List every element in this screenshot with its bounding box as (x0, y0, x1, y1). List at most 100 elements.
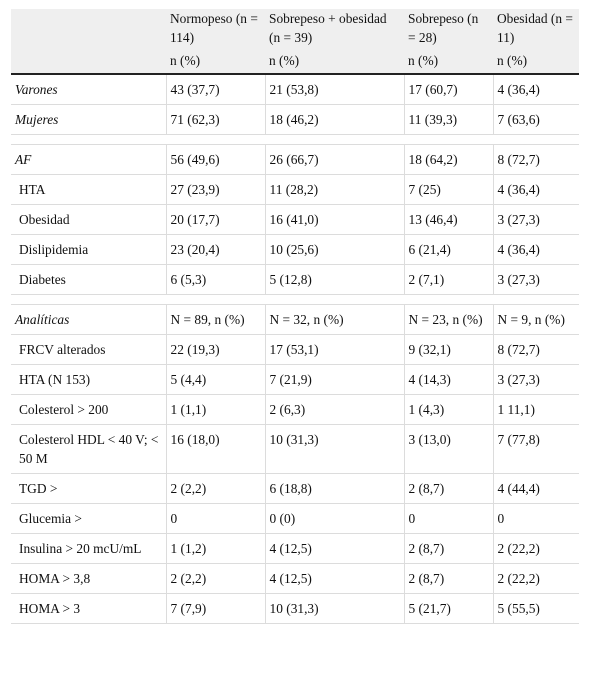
table-cell: 18 (46,2) (264, 104, 404, 135)
table-cell: 4 (14,3) (403, 364, 493, 395)
table-row: TGD > 2 (2,2) 6 (18,8) 2 (8,7) 4 (44,4) (11, 473, 579, 504)
header-row: Normopeso (n = 114) n (%) Sobrepeso + obe… (11, 9, 579, 75)
row-label: HOMA > 3,8 (11, 563, 166, 594)
table-cell: 16 (41,0) (264, 204, 404, 235)
table-cell: 2 (6,3) (264, 394, 404, 425)
table-cell: 10 (31,3) (264, 424, 404, 474)
row-label: Diabetes (11, 264, 166, 295)
table-cell: 11 (39,3) (403, 104, 493, 135)
data-table: Normopeso (n = 114) n (%) Sobrepeso + obe… (11, 9, 579, 624)
row-label: Dislipidemia (11, 234, 166, 265)
table-cell: 0 (492, 503, 579, 534)
row-label: Insulina > 20 mcU/mL (11, 533, 166, 564)
table-cell: 7 (63,6) (492, 104, 579, 135)
table-cell: 3 (27,3) (492, 204, 579, 235)
table-cell: 8 (72,7) (492, 334, 579, 365)
table-cell: 0 (403, 503, 493, 534)
table-cell: 17 (60,7) (403, 74, 493, 105)
table-cell: 2 (8,7) (403, 563, 493, 594)
column-unit: n (%) (497, 53, 528, 68)
table-cell: 7 (7,9) (165, 593, 265, 624)
table-cell: 7 (77,8) (492, 424, 579, 474)
table-cell: 1 11,1) (492, 394, 579, 425)
table-cell: 11 (28,2) (264, 174, 404, 205)
table-cell: 3 (27,3) (492, 264, 579, 295)
table-cell: 23 (20,4) (165, 234, 265, 265)
row-label: Colesterol > 200 (11, 394, 166, 425)
table-row: Obesidad 20 (17,7) 16 (41,0) 13 (46,4) 3… (11, 204, 579, 235)
table-cell: 4 (12,5) (264, 563, 404, 594)
table-row: Glucemia > 0 0 (0) 0 0 (11, 503, 579, 534)
table-row: Colesterol > 200 1 (1,1) 2 (6,3) 1 (4,3)… (11, 394, 579, 425)
column-unit: n (%) (269, 53, 300, 68)
table-cell: N = 9, n (%) (492, 304, 579, 335)
row-label: HTA (N 153) (11, 364, 166, 395)
spacer-row (11, 134, 579, 145)
table-row: HOMA > 3 7 (7,9) 10 (31,3) 5 (21,7) 5 (5… (11, 593, 579, 624)
table-cell: 4 (36,4) (492, 74, 579, 105)
spacer-row (11, 294, 579, 305)
table-cell: 2 (2,2) (165, 563, 265, 594)
table-row: HTA (N 153) 5 (4,4) 7 (21,9) 4 (14,3) 3 … (11, 364, 579, 395)
table-cell: 43 (37,7) (165, 74, 265, 105)
table-cell: 8 (72,7) (492, 144, 579, 175)
table-cell: 2 (22,2) (492, 533, 579, 564)
table-cell: 6 (18,8) (264, 473, 404, 504)
table-cell: 4 (44,4) (492, 473, 579, 504)
table-cell: 0 (0) (264, 503, 404, 534)
table-cell: 1 (1,1) (165, 394, 265, 425)
row-label: FRCV alterados (11, 334, 166, 365)
table-cell: 22 (19,3) (165, 334, 265, 365)
table-cell: N = 23, n (%) (403, 304, 493, 335)
table-row: HOMA > 3,8 2 (2,2) 4 (12,5) 2 (8,7) 2 (2… (11, 563, 579, 594)
table-cell: N = 32, n (%) (264, 304, 404, 335)
header-cell-label (11, 9, 166, 75)
table-cell: 6 (5,3) (165, 264, 265, 295)
table-row: AF 56 (49,6) 26 (66,7) 18 (64,2) 8 (72,7… (11, 144, 579, 175)
table-cell: 56 (49,6) (165, 144, 265, 175)
table-cell: 27 (23,9) (165, 174, 265, 205)
table-row: HTA 27 (23,9) 11 (28,2) 7 (25) 4 (36,4) (11, 174, 579, 205)
table-cell: 13 (46,4) (403, 204, 493, 235)
table-cell: 6 (21,4) (403, 234, 493, 265)
table-row: Analíticas N = 89, n (%) N = 32, n (%) N… (11, 304, 579, 335)
table-cell: 2 (8,7) (403, 533, 493, 564)
row-label: TGD > (11, 473, 166, 504)
row-label: Glucemia > (11, 503, 166, 534)
column-title: Sobrepeso (n = 28) (408, 11, 479, 45)
row-label: Obesidad (11, 204, 166, 235)
table-cell: 5 (55,5) (492, 593, 579, 624)
table-row: Colesterol HDL < 40 V; < 50 M 16 (18,0) … (11, 424, 579, 474)
row-label: HTA (11, 174, 166, 205)
header-cell-normopeso: Normopeso (n = 114) n (%) (166, 9, 265, 75)
table-row: FRCV alterados 22 (19,3) 17 (53,1) 9 (32… (11, 334, 579, 365)
table-cell: 21 (53,8) (264, 74, 404, 105)
table-cell: N = 89, n (%) (165, 304, 265, 335)
table-cell: 4 (36,4) (492, 174, 579, 205)
column-title: Normopeso (n = 114) (170, 11, 258, 45)
row-label: AF (11, 144, 166, 175)
table-cell: 71 (62,3) (165, 104, 265, 135)
row-label: Varones (11, 74, 166, 105)
header-cell-sobrepeso: Sobrepeso (n = 28) n (%) (404, 9, 493, 75)
table-cell: 1 (4,3) (403, 394, 493, 425)
column-title: Obesidad (n = 11) (497, 11, 573, 45)
table-cell: 20 (17,7) (165, 204, 265, 235)
table-cell: 0 (165, 503, 265, 534)
column-unit: n (%) (170, 53, 201, 68)
table-cell: 4 (12,5) (264, 533, 404, 564)
table-cell: 5 (12,8) (264, 264, 404, 295)
table-cell: 2 (8,7) (403, 473, 493, 504)
column-unit: n (%) (408, 53, 439, 68)
table-row: Mujeres 71 (62,3) 18 (46,2) 11 (39,3) 7 … (11, 104, 579, 135)
row-label: HOMA > 3 (11, 593, 166, 624)
table-cell: 7 (25) (403, 174, 493, 205)
table-cell: 2 (2,2) (165, 473, 265, 504)
table-row: Varones 43 (37,7) 21 (53,8) 17 (60,7) 4 … (11, 74, 579, 105)
table-row: Insulina > 20 mcU/mL 1 (1,2) 4 (12,5) 2 … (11, 533, 579, 564)
table-cell: 5 (4,4) (165, 364, 265, 395)
header-cell-obesidad: Obesidad (n = 11) n (%) (493, 9, 579, 75)
table-cell: 26 (66,7) (264, 144, 404, 175)
table-cell: 2 (7,1) (403, 264, 493, 295)
table-cell: 17 (53,1) (264, 334, 404, 365)
